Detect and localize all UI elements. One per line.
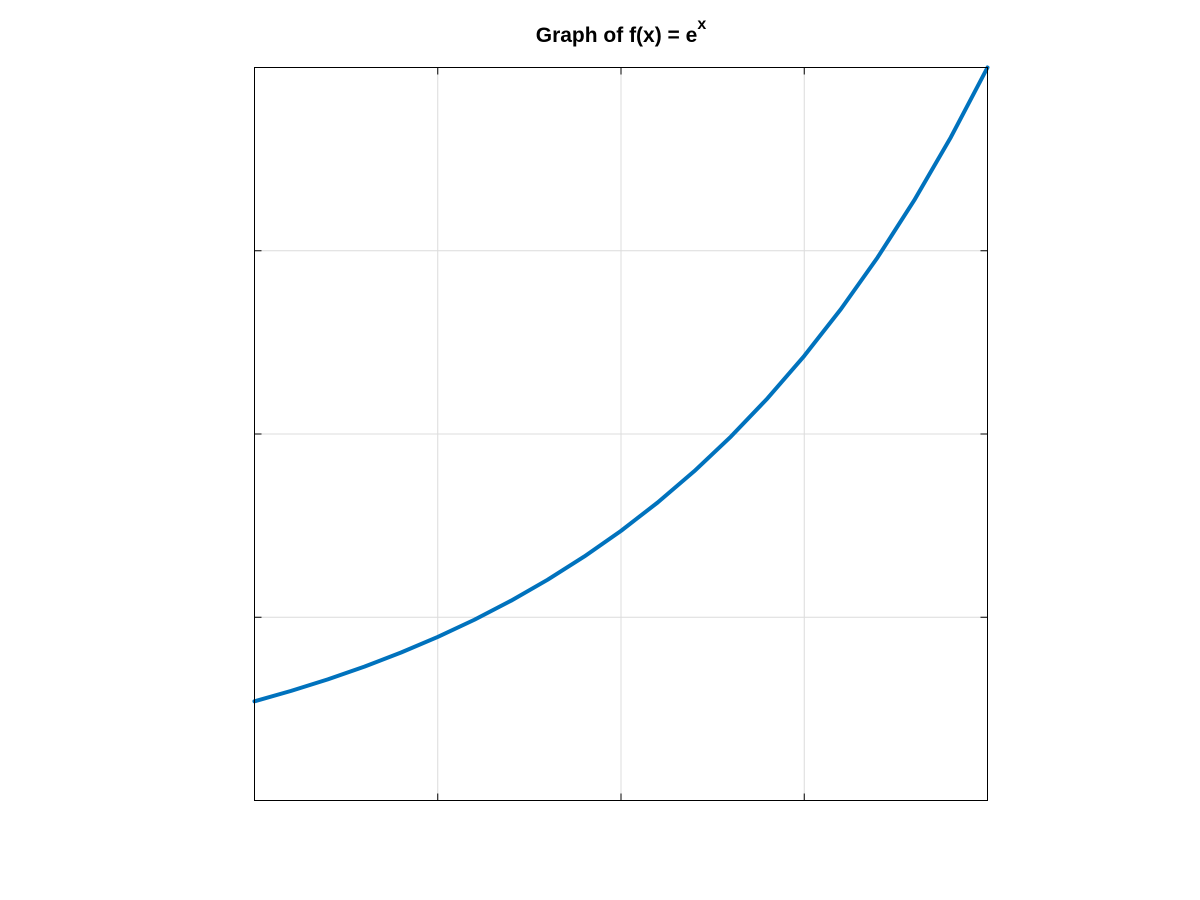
chart-title-superscript: x <box>697 16 706 33</box>
series-line-exp <box>252 65 990 704</box>
chart-title: Graph of f(x) = ex <box>536 16 707 47</box>
chart-title-main: Graph of f(x) = e <box>536 24 698 47</box>
tick-layer <box>254 67 988 801</box>
series-layer <box>252 65 990 704</box>
grid-layer <box>254 67 988 801</box>
